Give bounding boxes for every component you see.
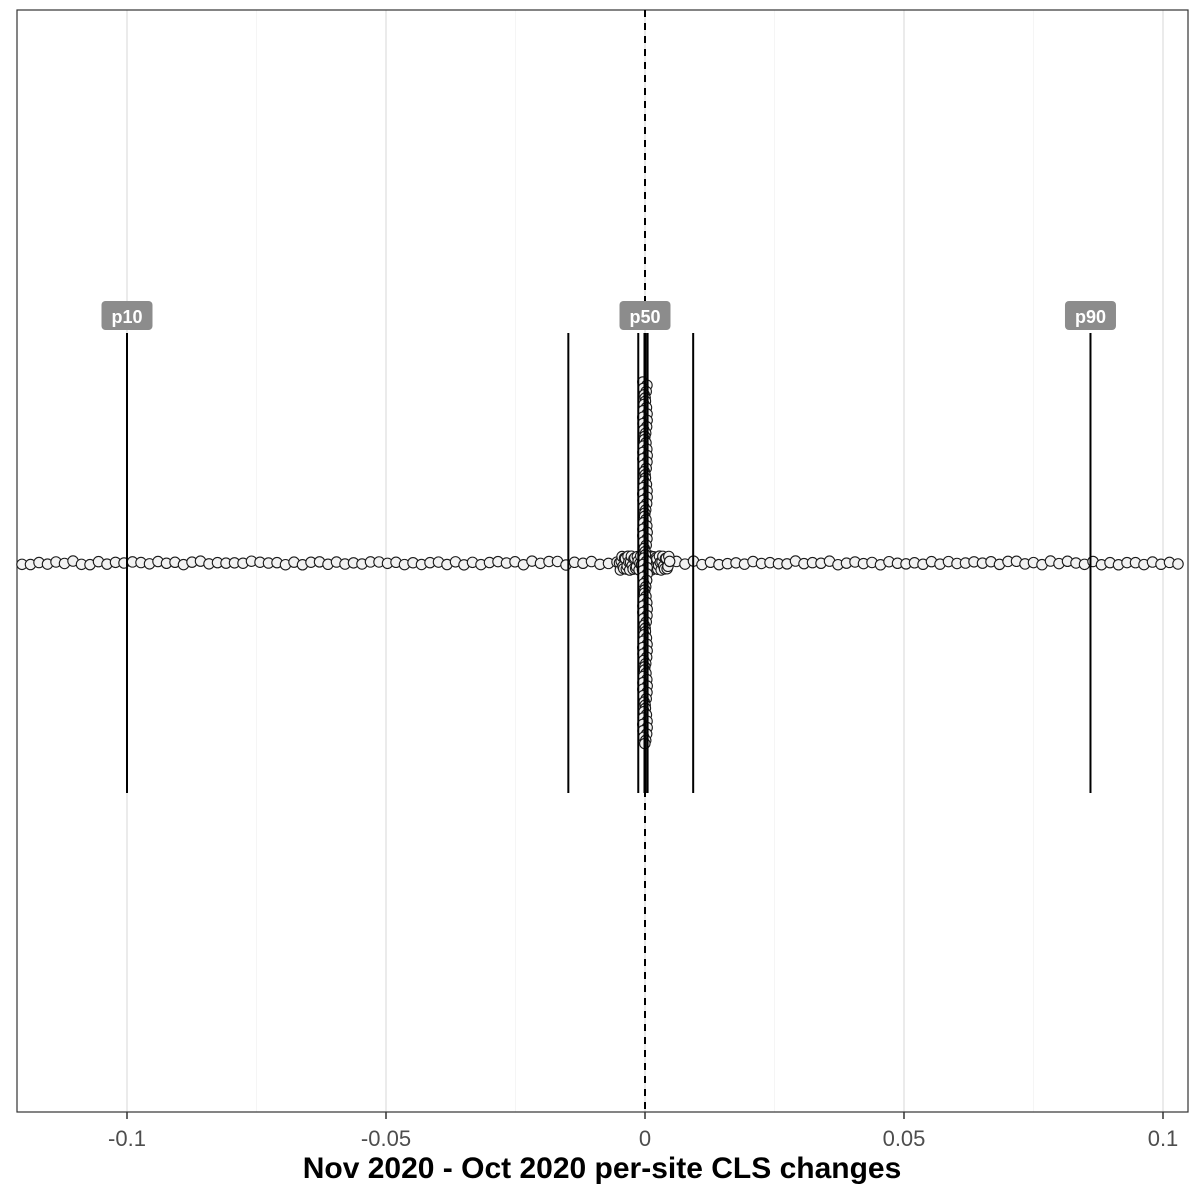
x-tick-label: -0.05 [361, 1126, 411, 1151]
plot-panel-border [16, 9, 1189, 1113]
data-points [16, 376, 1184, 750]
percentile-label-p90: p90 [1075, 307, 1106, 327]
percentile-lines: p10 p50 p90 [101, 301, 1116, 793]
data-point [1172, 558, 1184, 570]
percentile-label-box-p10 [101, 301, 153, 330]
data-point [663, 555, 676, 568]
x-tick-label: -0.1 [108, 1126, 146, 1151]
x-tick-label: 0.1 [1148, 1126, 1179, 1151]
x-tick-label: 0.05 [883, 1126, 926, 1151]
x-tick-label: 0 [639, 1126, 651, 1151]
percentile-label-p50: p50 [629, 307, 660, 327]
percentile-label-box-p50 [619, 301, 671, 330]
percentile-label-p10: p10 [111, 307, 142, 327]
x-axis-ticks: -0.1 -0.05 0 0.05 0.1 [108, 1112, 1178, 1151]
percentile-label-box-p90 [1064, 301, 1116, 330]
x-axis-title: Nov 2020 - Oct 2020 per-site CLS changes [303, 1152, 902, 1185]
